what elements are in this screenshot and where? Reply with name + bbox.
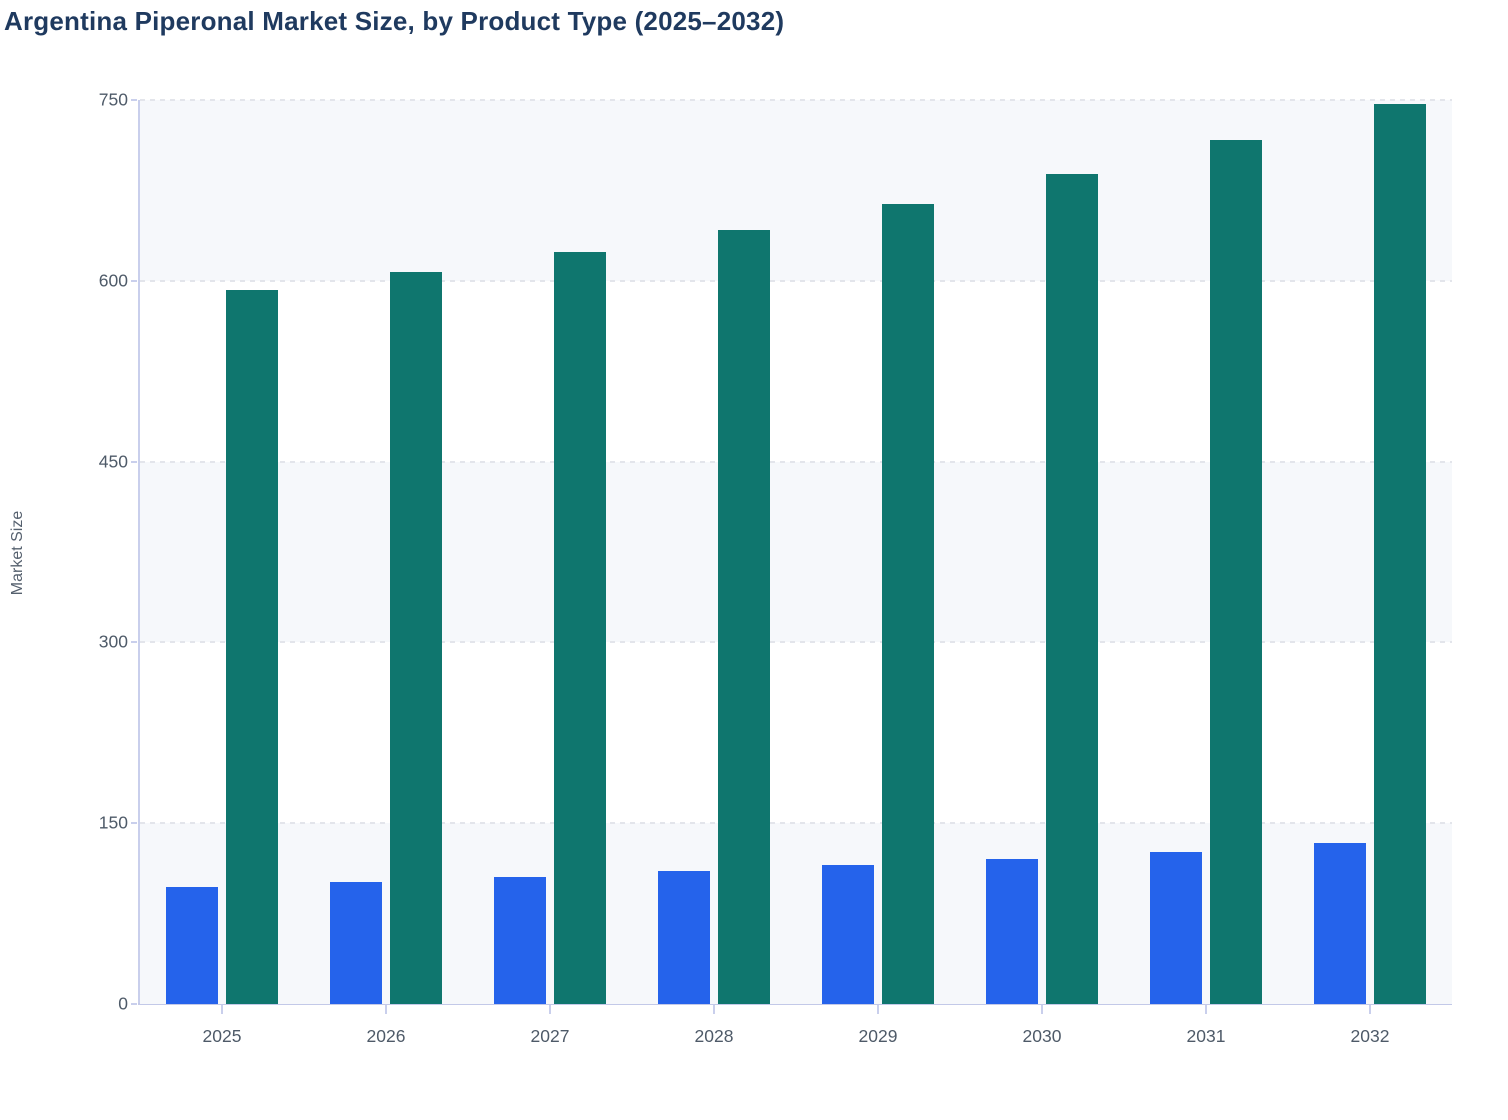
- x-tick-label-2026: 2026: [366, 1026, 406, 1046]
- x-tick-label-2025: 2025: [202, 1026, 242, 1046]
- y-tick-label: 600: [98, 270, 128, 291]
- x-tick-mark: [713, 1005, 715, 1014]
- bar-blue-2028[interactable]: [658, 871, 710, 1004]
- x-tick-label-2028: 2028: [694, 1026, 734, 1046]
- bar-teal-2025[interactable]: [226, 290, 278, 1004]
- y-tick-mark: [131, 822, 137, 825]
- bar-teal-2029[interactable]: [882, 203, 934, 1004]
- x-tick-mark: [385, 1005, 387, 1014]
- y-tick-label: 0: [118, 993, 128, 1014]
- y-gridline: [140, 279, 1452, 282]
- x-tick-label-2030: 2030: [1022, 1026, 1062, 1046]
- y-gridline: [140, 822, 1452, 825]
- y-tick-label: 450: [98, 451, 128, 472]
- y-gridline: [140, 99, 1452, 101]
- y-tick-label: 300: [98, 631, 128, 652]
- bar-teal-2027[interactable]: [554, 251, 606, 1004]
- x-tick-mark: [1369, 1005, 1371, 1014]
- bar-blue-2029[interactable]: [822, 865, 874, 1004]
- bar-blue-2026[interactable]: [330, 882, 382, 1004]
- bar-blue-2027[interactable]: [494, 877, 546, 1004]
- y-gridline: [140, 460, 1452, 463]
- x-tick-mark: [1205, 1005, 1207, 1014]
- x-tick-mark: [221, 1005, 223, 1014]
- x-tick-mark: [549, 1005, 551, 1014]
- y-gridline: [140, 641, 1452, 644]
- y-tick-mark: [131, 99, 137, 101]
- bar-blue-2030[interactable]: [986, 859, 1038, 1004]
- bar-blue-2031[interactable]: [1150, 852, 1202, 1004]
- y-tick-mark: [131, 460, 137, 463]
- bar-blue-2025[interactable]: [166, 887, 218, 1004]
- x-axis-line: [138, 1003, 1452, 1005]
- y-tick-label: 150: [98, 812, 128, 833]
- x-tick-label-2032: 2032: [1350, 1026, 1390, 1046]
- plot-area: 0 150 300 450 600 750 2025 2026 2027 2028 2029 2030…: [99, 90, 1452, 1046]
- x-tick-label-2027: 2027: [530, 1026, 570, 1046]
- x-tick-label-2029: 2029: [858, 1026, 898, 1046]
- y-axis-line: [138, 100, 140, 1004]
- x-tick-label-2031: 2031: [1186, 1026, 1226, 1046]
- bar-teal-2031[interactable]: [1210, 139, 1262, 1004]
- y-tick-mark: [131, 279, 137, 282]
- bar-teal-2030[interactable]: [1046, 173, 1098, 1004]
- x-tick-mark: [1041, 1005, 1043, 1014]
- chart-title: Argentina Piperonal Market Size, by Prod…: [4, 6, 785, 36]
- y-tick-mark: [131, 641, 137, 644]
- y-axis-title: Market Size: [9, 510, 26, 596]
- bar-blue-2032[interactable]: [1314, 842, 1366, 1004]
- x-tick-mark: [877, 1005, 879, 1014]
- y-tick-label: 750: [98, 89, 128, 110]
- bar-teal-2028[interactable]: [718, 230, 770, 1004]
- bar-teal-2026[interactable]: [390, 272, 442, 1004]
- y-tick-mark: [131, 1003, 137, 1005]
- bar-teal-2032[interactable]: [1374, 103, 1426, 1004]
